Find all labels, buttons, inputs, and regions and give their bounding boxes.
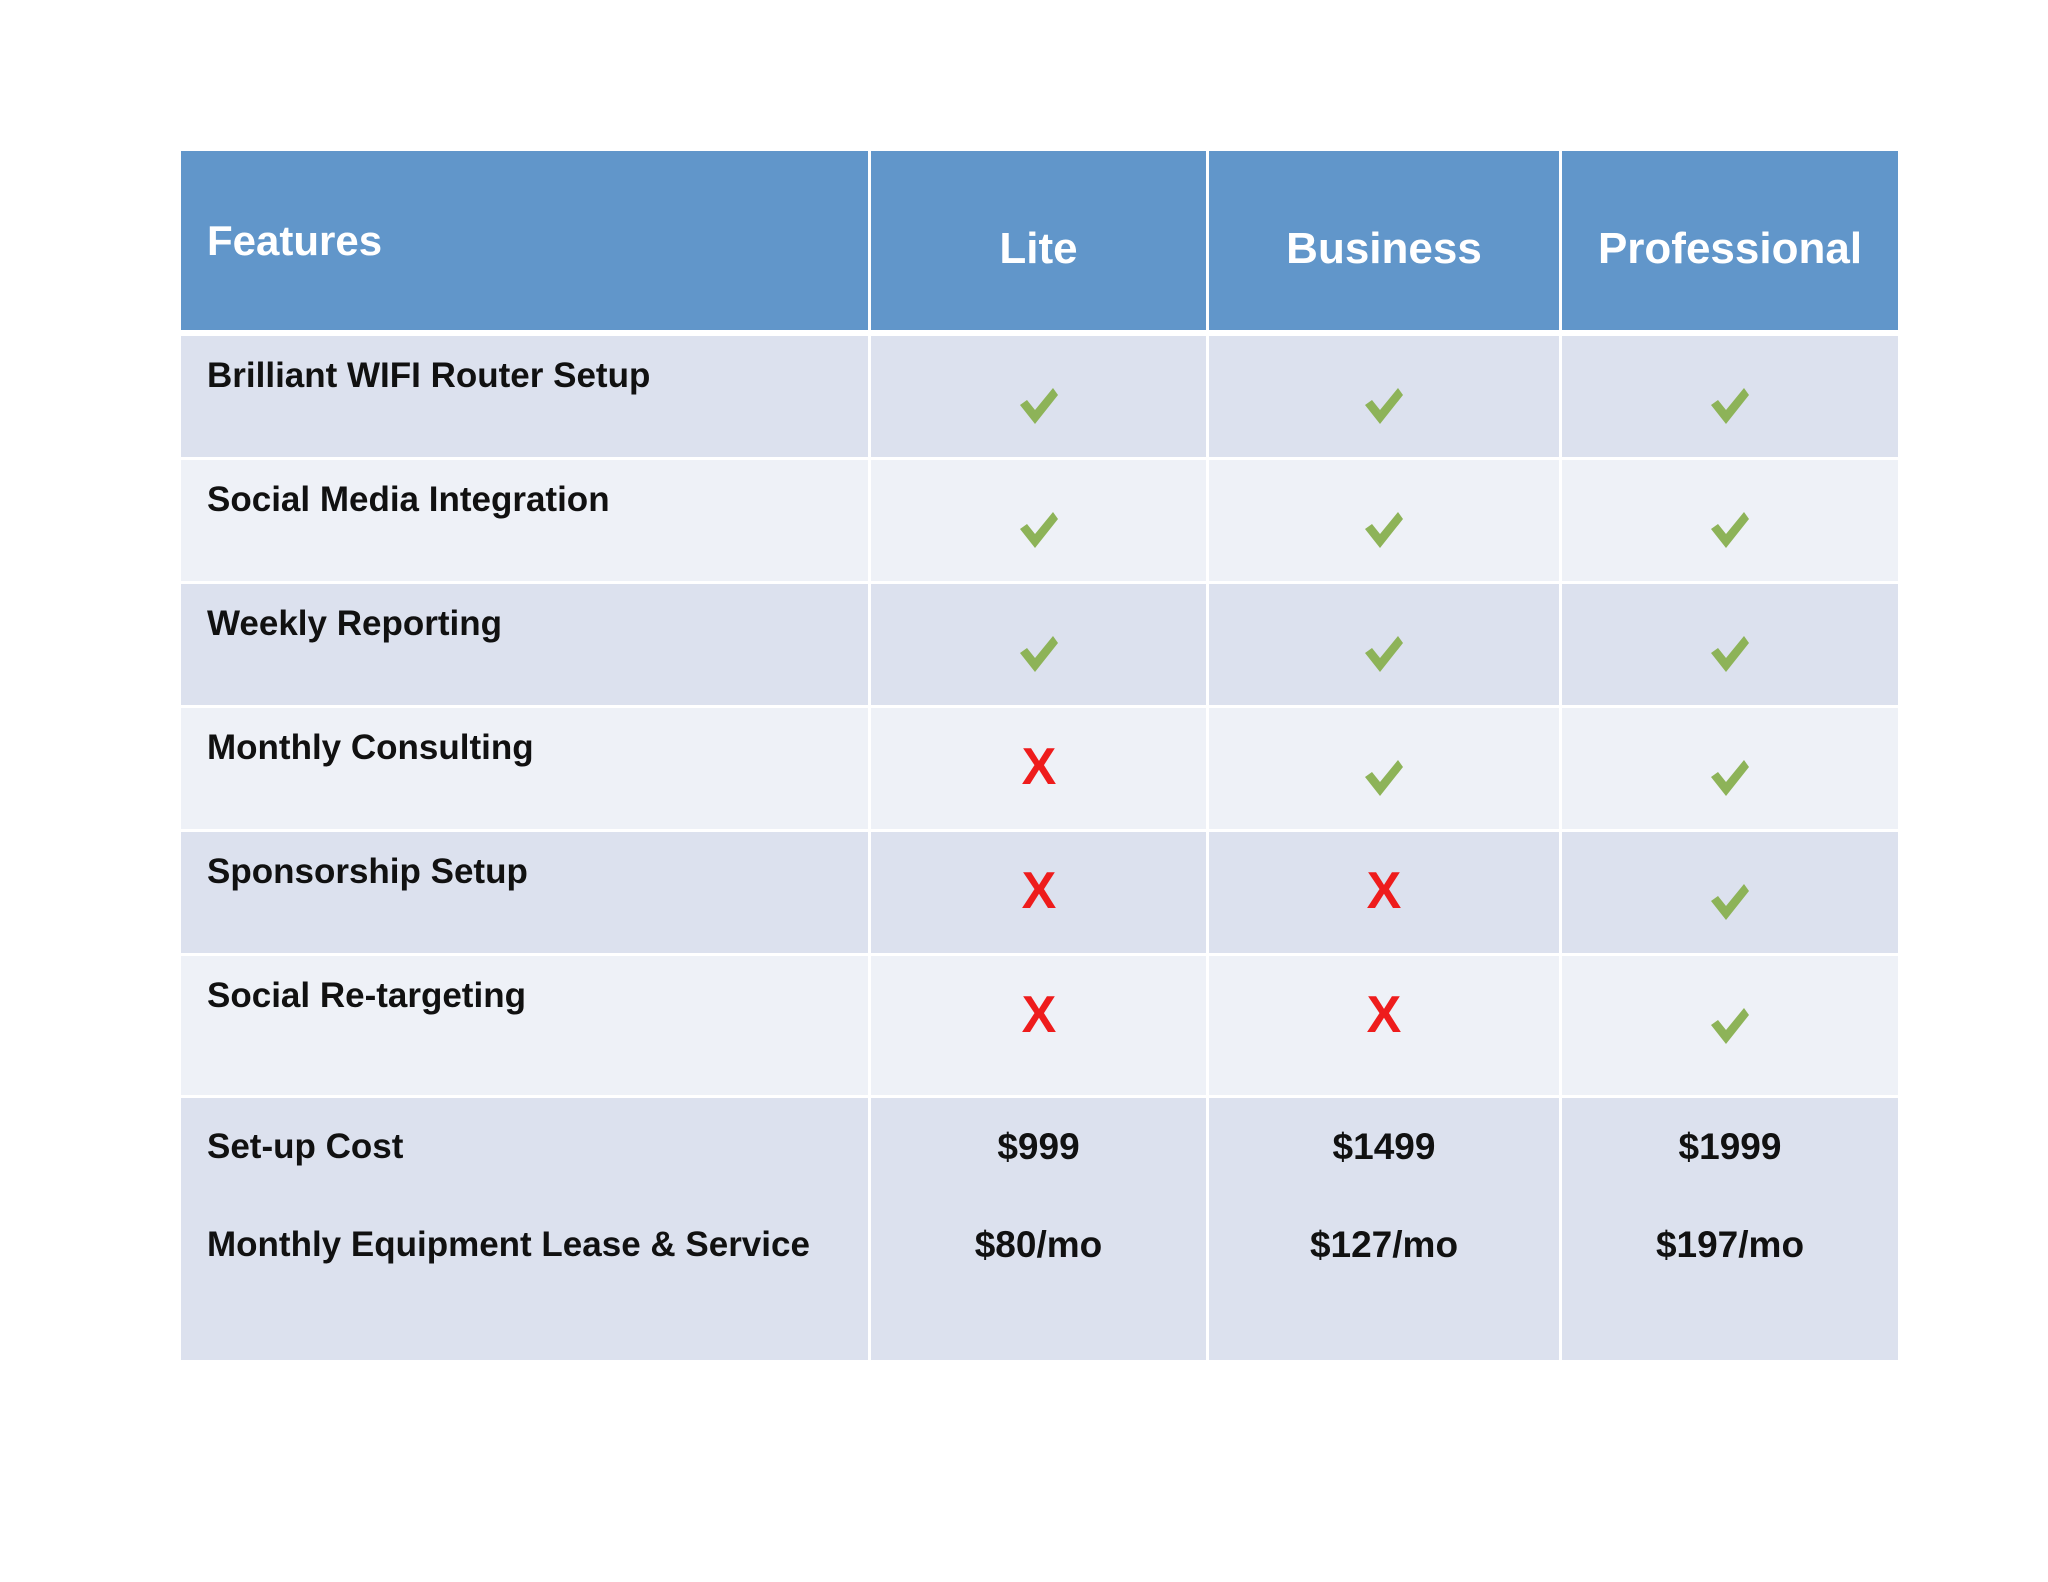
feature-name: Social Media Integration	[181, 460, 871, 584]
mark-cell: X	[871, 832, 1209, 956]
table-row: Social Re-targeting X X	[181, 956, 1898, 1098]
check-icon	[1710, 882, 1750, 922]
header-tier-lite: Lite	[871, 151, 1209, 336]
feature-name: Social Re-targeting	[181, 956, 871, 1098]
x-mark-icon: X	[1367, 867, 1401, 913]
x-mark-icon: X	[1022, 743, 1056, 789]
check-icon	[1364, 758, 1404, 798]
table-row: Weekly Reporting	[181, 584, 1898, 708]
mark-cell: X	[1209, 956, 1562, 1098]
header-tier-professional: Professional	[1562, 151, 1898, 336]
mark-cell: X	[871, 956, 1209, 1098]
mark-cell	[1209, 336, 1562, 460]
feature-name: Brilliant WIFI Router Setup	[181, 336, 871, 460]
mark-cell	[1562, 460, 1898, 584]
mark-cell	[1562, 708, 1898, 832]
feature-comparison-table: Features Lite Business Professional Bril…	[181, 151, 1898, 1360]
check-icon	[1364, 386, 1404, 426]
x-mark-text: X	[1367, 991, 1401, 1037]
table-row: Brilliant WIFI Router Setup	[181, 336, 1898, 460]
mark-cell	[1209, 584, 1562, 708]
check-icon	[1710, 1006, 1750, 1046]
header-features: Features	[181, 151, 871, 336]
table-row: Sponsorship Setup X X	[181, 832, 1898, 956]
header-tier-business: Business	[1209, 151, 1562, 336]
mark-cell	[1562, 584, 1898, 708]
check-icon	[1019, 634, 1059, 674]
monthly-cost-lite: $80/mo	[974, 1224, 1103, 1265]
x-mark-text: X	[1022, 991, 1056, 1037]
mark-cell: X	[1209, 832, 1562, 956]
pricing-labels-cell: Set-up Cost Monthly Equipment Lease & Se…	[181, 1098, 871, 1360]
check-icon	[1364, 510, 1404, 550]
mark-cell	[871, 336, 1209, 460]
monthly-cost-professional: $197/mo	[1655, 1224, 1805, 1265]
check-icon	[1019, 510, 1059, 550]
check-icon	[1710, 634, 1750, 674]
check-icon	[1710, 758, 1750, 798]
monthly-lease-label: Monthly Equipment Lease & Service	[207, 1225, 810, 1264]
check-icon	[1019, 386, 1059, 426]
check-icon	[1710, 510, 1750, 550]
setup-cost-lite: $999	[997, 1126, 1080, 1167]
feature-name: Sponsorship Setup	[181, 832, 871, 956]
header-row: Features Lite Business Professional	[181, 151, 1898, 336]
pricing-professional-cell: $1999 $197/mo	[1562, 1098, 1898, 1360]
feature-name: Monthly Consulting	[181, 708, 871, 832]
pricing-row: Set-up Cost Monthly Equipment Lease & Se…	[181, 1098, 1898, 1360]
check-icon	[1364, 634, 1404, 674]
x-mark-text: X	[1022, 743, 1056, 789]
setup-cost-professional: $1999	[1678, 1126, 1782, 1167]
table-row: Social Media Integration	[181, 460, 1898, 584]
mark-cell	[1562, 832, 1898, 956]
feature-name: Weekly Reporting	[181, 584, 871, 708]
x-mark-icon: X	[1367, 991, 1401, 1037]
setup-cost-business: $1499	[1332, 1126, 1436, 1167]
mark-cell	[1562, 956, 1898, 1098]
mark-cell	[871, 460, 1209, 584]
mark-cell: X	[871, 708, 1209, 832]
pricing-business-cell: $1499 $127/mo	[1209, 1098, 1562, 1360]
monthly-cost-business: $127/mo	[1309, 1224, 1459, 1265]
x-mark-icon: X	[1022, 991, 1056, 1037]
x-mark-text: X	[1022, 867, 1056, 913]
x-mark-icon: X	[1022, 867, 1056, 913]
mark-cell	[1209, 708, 1562, 832]
table-row: Monthly Consulting X	[181, 708, 1898, 832]
pricing-lite-cell: $999 $80/mo	[871, 1098, 1209, 1360]
mark-cell	[1209, 460, 1562, 584]
x-mark-text: X	[1367, 867, 1401, 913]
check-icon	[1710, 386, 1750, 426]
mark-cell	[1562, 336, 1898, 460]
setup-cost-label: Set-up Cost	[207, 1127, 404, 1166]
mark-cell	[871, 584, 1209, 708]
